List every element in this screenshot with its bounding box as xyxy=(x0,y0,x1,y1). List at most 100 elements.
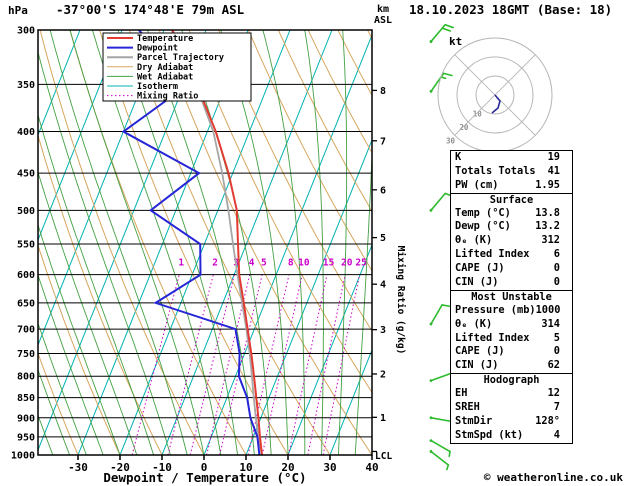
table-section-header: Most Unstable xyxy=(451,289,572,304)
pressure-tick-label: 600 xyxy=(17,270,35,281)
stat-label: CIN (J) xyxy=(455,359,499,372)
table-row: CAPE (J) 0 xyxy=(451,262,572,276)
wet-adiabat-line xyxy=(38,223,121,455)
wet-adiabat-line xyxy=(49,30,188,455)
stat-value: 13.2 xyxy=(535,220,560,233)
wet-adiabat-line xyxy=(38,113,155,455)
wind-barb-halfflag xyxy=(440,76,447,80)
pressure-tick-label: 950 xyxy=(17,432,35,443)
wind-barb-flag xyxy=(442,72,453,77)
wet-adiabat-line xyxy=(38,50,171,455)
temp-tick-label: 20 xyxy=(281,461,294,474)
stat-label: PW (cm) xyxy=(455,178,499,191)
temp-tick-label: -30 xyxy=(68,461,88,474)
wind-barb xyxy=(430,192,446,212)
stat-value: 314 xyxy=(541,317,560,330)
mixing-ratio-value-label: 8 xyxy=(288,258,294,269)
km-tick-label: 5 xyxy=(380,233,386,244)
stat-label: Temp (°C) xyxy=(455,206,511,219)
stat-value: 1000 xyxy=(535,303,561,316)
table-row: EH 12 xyxy=(451,387,572,401)
stat-value: 0 xyxy=(553,345,560,358)
stat-label: StmSpd (kt) xyxy=(455,428,524,441)
temp-tick-label: 40 xyxy=(365,461,378,474)
wind-barb-flag xyxy=(441,27,452,32)
pressure-tick-label: 400 xyxy=(17,127,35,138)
pressure-tick-label: 450 xyxy=(17,169,35,180)
temp-tick-label: 0 xyxy=(201,461,208,474)
km-tick-label: 1 xyxy=(380,413,386,424)
stat-value: 12 xyxy=(547,387,560,400)
run-datetime: 18.10.2023 18GMT (Base: 18) xyxy=(409,2,612,17)
table-row: PW (cm) 1.95 xyxy=(451,179,572,193)
pressure-tick-label: 500 xyxy=(17,206,35,217)
asl-unit-label: ASL xyxy=(374,15,392,26)
station-title: -37°00'S 174°48'E 79m ASL xyxy=(56,2,245,17)
pressure-tick-label: 1000 xyxy=(11,451,35,462)
legend-item-label: Dry Adiabat xyxy=(137,62,193,73)
dry-adiabat-line xyxy=(277,30,372,213)
table-row: CIN (J) 0 xyxy=(451,276,572,290)
stat-label: SREH xyxy=(455,401,480,414)
table-row: Temp (°C) 13.8 xyxy=(451,207,572,221)
temp-tick-label: -10 xyxy=(152,461,172,474)
hodograph-ring xyxy=(456,56,534,134)
stat-value: 1.95 xyxy=(535,178,560,191)
isotherm-line xyxy=(161,30,333,455)
table-row: θₑ (K) 314 xyxy=(451,318,572,332)
pressure-tick-label: 700 xyxy=(17,325,35,336)
temperature-curve xyxy=(171,30,263,455)
stat-label: EH xyxy=(455,387,468,400)
table-row: StmSpd (kt) 4 xyxy=(451,429,572,443)
table-row: Lifted Index 6 xyxy=(451,248,572,262)
isotherm-line xyxy=(38,30,123,242)
table-section-header: Surface xyxy=(451,192,572,207)
temp-tick-label: 10 xyxy=(239,461,252,474)
mixing-ratio-value-label: 5 xyxy=(261,258,267,269)
wet-adiabat-line xyxy=(38,273,104,455)
table-section-header: Hodograph xyxy=(451,373,572,387)
wet-adiabat-line xyxy=(304,30,324,455)
pressure-unit-label: hPa xyxy=(8,4,28,17)
hodograph-ring-label: 20 xyxy=(459,123,469,132)
km-tick-label: 8 xyxy=(380,86,386,97)
stat-value: 41 xyxy=(547,164,560,177)
stat-value: 312 xyxy=(541,234,560,247)
wet-adiabat-line xyxy=(38,170,138,455)
table-row: K 19 xyxy=(451,151,572,165)
table-row: Totals Totals 41 xyxy=(451,165,572,179)
stat-label: Lifted Index xyxy=(455,331,530,344)
table-row: StmDir 128° xyxy=(451,415,572,429)
wind-barb xyxy=(430,23,446,43)
km-tick-label: 2 xyxy=(380,369,386,380)
mixing-ratio-value-label: 1 xyxy=(178,258,184,269)
lcl-label: LCL xyxy=(375,451,392,462)
wind-barb xyxy=(430,372,453,382)
dry-adiabat-line xyxy=(218,30,372,332)
indices-table: K 19 Totals Totals 41 PW (cm) 1.95 Surface Temp… xyxy=(450,150,573,444)
mixing-ratio-line xyxy=(219,274,263,455)
stat-label: StmDir xyxy=(455,414,493,427)
table-row: Lifted Index 5 xyxy=(451,332,572,346)
stat-value: 0 xyxy=(553,262,560,275)
legend-item-label: Isotherm xyxy=(137,82,178,92)
stat-label: Dewp (°C) xyxy=(455,220,511,233)
wind-barb xyxy=(430,450,450,466)
stat-value: 5 xyxy=(553,331,560,344)
hodograph-ring-label: 30 xyxy=(446,137,456,146)
mixing-ratio-line xyxy=(167,274,214,455)
km-tick-label: 3 xyxy=(380,325,386,336)
wet-adiabat-line xyxy=(354,145,372,455)
stat-label: θₑ (K) xyxy=(455,234,493,247)
wind-barb-halfflag xyxy=(446,464,450,471)
stat-label: CIN (J) xyxy=(455,276,499,289)
isotherm-line xyxy=(245,138,372,455)
stat-label: CAPE (J) xyxy=(455,345,505,358)
stat-value: 62 xyxy=(547,359,560,372)
stat-value: 7 xyxy=(553,401,560,414)
table-row: CIN (J) 62 xyxy=(451,359,572,373)
mixing-ratio-value-label: 15 xyxy=(323,258,335,269)
